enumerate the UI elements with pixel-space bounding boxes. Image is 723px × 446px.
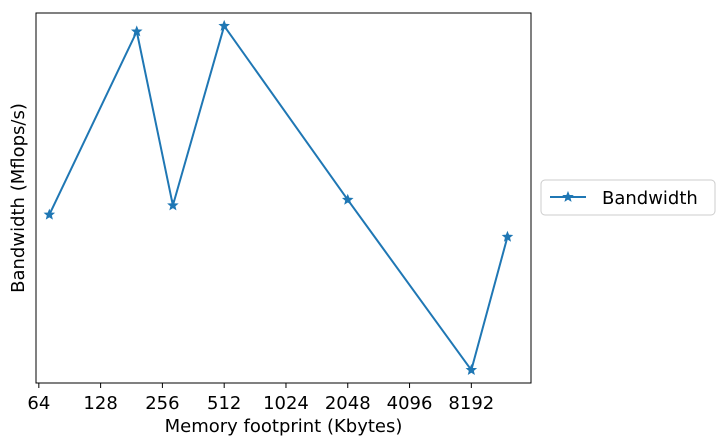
series-layer <box>43 19 514 375</box>
legend-marker-star <box>562 190 574 202</box>
plot-area <box>35 12 532 384</box>
x-tick-label: 4096 <box>387 393 433 414</box>
legend: Bandwidth <box>540 179 716 216</box>
x-tick-label: 512 <box>207 393 241 414</box>
x-tick-label: 64 <box>27 393 50 414</box>
legend-entry-bandwidth: Bandwidth <box>602 188 698 209</box>
data-point-star <box>130 25 143 37</box>
x-tick-label: 1024 <box>263 393 309 414</box>
data-point-star <box>167 199 179 211</box>
x-tick-label: 2048 <box>325 393 371 414</box>
data-point-star <box>465 363 478 375</box>
x-axis-ticks: 64 128 256 512 1024 2048 4096 8192 <box>27 383 494 414</box>
plot-frame <box>35 12 532 384</box>
data-point-star <box>43 208 56 220</box>
x-tick-label: 128 <box>83 393 117 414</box>
y-axis-label: Bandwidth (Mflops/s) <box>8 103 29 293</box>
x-tick-label: 8192 <box>448 393 494 414</box>
data-point-star <box>218 19 230 31</box>
series-line-bandwidth <box>48 24 509 372</box>
x-tick-label: 256 <box>145 393 179 414</box>
data-point-star <box>341 193 354 205</box>
legend-box <box>540 179 716 216</box>
data-point-star <box>501 230 514 242</box>
x-axis-label: Memory footprint (Kbytes) <box>165 416 403 437</box>
